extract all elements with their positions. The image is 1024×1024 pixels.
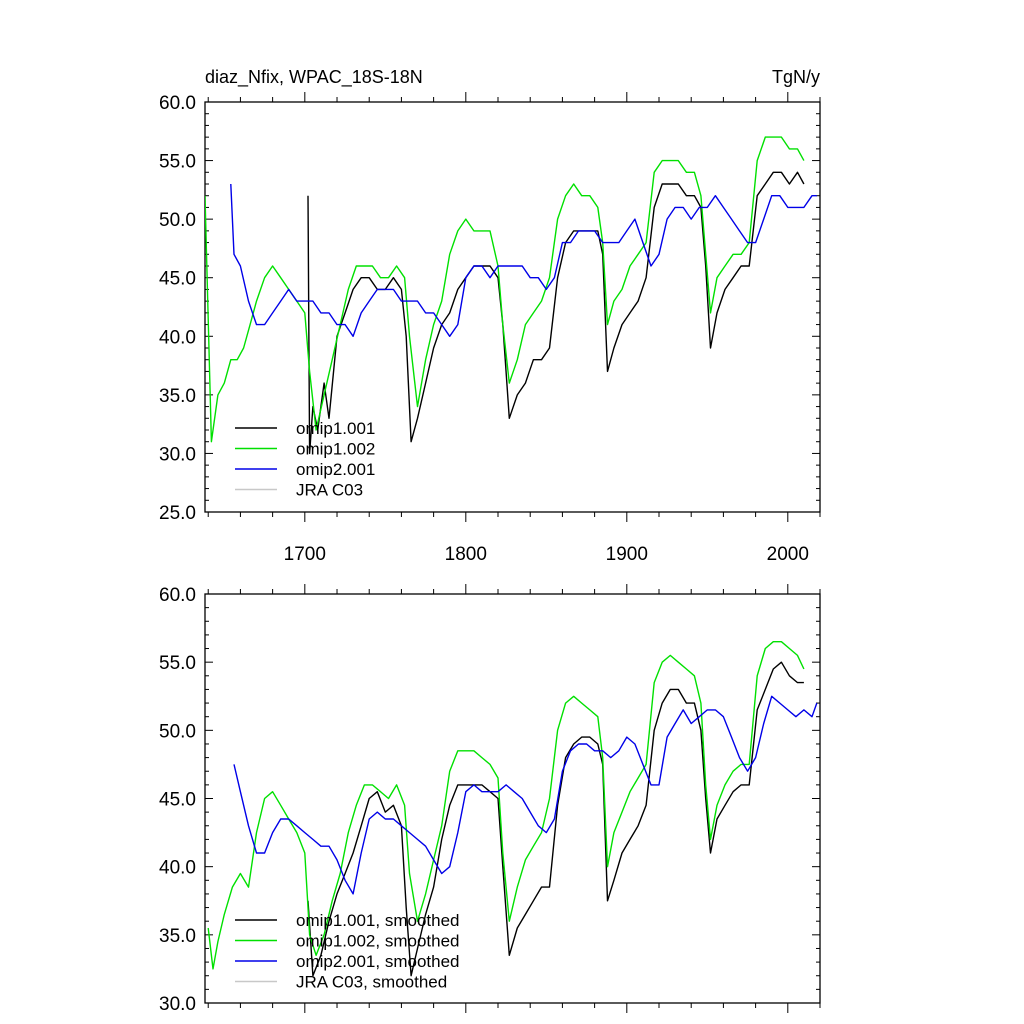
- legend-label: omip2.001, smoothed: [296, 952, 460, 971]
- series-line: [233, 695, 818, 895]
- legend-label: omip1.001: [296, 419, 375, 438]
- y-tick-label: 60.0: [159, 585, 196, 606]
- y-tick-label: 40.0: [159, 858, 196, 879]
- top-panel: 25.0 30.0 35.0 40.0 45.0 50.0 55.0 60.0 1700 1800…: [159, 92, 821, 565]
- legend-label: JRA C03, smoothed: [296, 973, 447, 992]
- series-line: [307, 661, 804, 977]
- y-tick-label: 55.0: [159, 653, 196, 674]
- y-tick-label: 35.0: [159, 386, 196, 407]
- title-left: diaz_Nfix, WPAC_18S-18N: [205, 67, 423, 88]
- plot-frame: [204, 101, 821, 513]
- series-line: [205, 136, 805, 443]
- legend-label: JRA C03: [296, 481, 363, 500]
- bottom-panel: 30.0 35.0 40.0 45.0 50.0 55.0 60.0 omip1.001, s…: [159, 584, 821, 1015]
- series-line: [207, 641, 805, 970]
- y-tick-label: 45.0: [159, 269, 196, 290]
- y-tick-label: 40.0: [159, 327, 196, 348]
- series-line: [307, 171, 805, 455]
- x-tick-label: 1800: [445, 544, 487, 565]
- title-right: TgN/y: [772, 67, 820, 87]
- legend-label: omip2.001: [296, 460, 375, 479]
- legend-label: omip1.002, smoothed: [296, 932, 460, 951]
- legend-label: omip1.002: [296, 440, 375, 459]
- series-line: [230, 183, 817, 337]
- x-tick-label: 1900: [606, 544, 648, 565]
- y-tick-label: 30.0: [159, 994, 196, 1015]
- y-tick-label: 35.0: [159, 926, 196, 947]
- y-tick-label: 25.0: [159, 503, 196, 524]
- y-tick-label: 45.0: [159, 790, 196, 811]
- legend-label: omip1.001, smoothed: [296, 911, 460, 930]
- y-tick-label: 50.0: [159, 210, 196, 231]
- y-tick-label: 60.0: [159, 93, 196, 114]
- x-tick-label: 2000: [767, 544, 809, 565]
- y-tick-label: 50.0: [159, 721, 196, 742]
- y-tick-label: 55.0: [159, 152, 196, 173]
- y-tick-label: 30.0: [159, 444, 196, 465]
- x-tick-label: 1700: [284, 544, 326, 565]
